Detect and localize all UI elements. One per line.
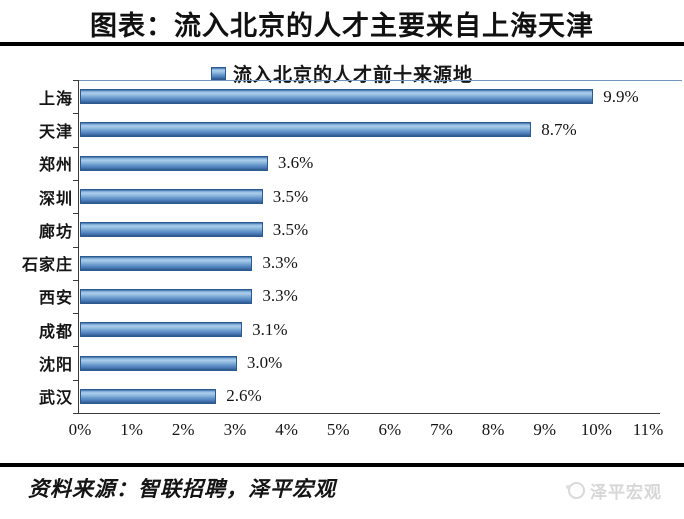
x-tick-label: 6% [378,420,402,439]
chart-row: 沈阳 3.0% [0,346,684,379]
chart-row: 武汉 2.6% [0,380,684,413]
chart-row: 廊坊 3.5% [0,213,684,246]
x-tick-label: 9% [533,420,557,439]
x-tick-label: 8% [481,420,505,439]
category-label: 成都 [38,323,73,341]
chart-row: 上海 9.9% [0,80,684,113]
y-tick-mark [73,147,78,148]
value-label: 3.3% [262,253,298,273]
y-tick-mark [73,313,78,314]
y-tick-mark [73,247,78,248]
bar [80,355,237,371]
bar [80,388,217,404]
bar [80,155,268,171]
category-label: 上海 [38,90,73,108]
bar [80,322,243,338]
x-tick-label: 4% [275,420,298,439]
x-axis-line [78,413,660,414]
plot-top-border [78,80,682,81]
plot-area: 上海 9.9% 天津 8.7% 郑州 3.6% 深圳 3.5% 廊坊 3.5% 石家庄 3.3% 西安 3… [0,80,684,445]
value-label: 3.5% [272,186,309,206]
value-label: 3.5% [272,219,309,239]
bar [80,189,263,205]
x-tick-label: 11% [632,420,664,439]
page-title: 图表：流入北京的人才主要来自上海天津 [90,11,594,41]
x-tick-label: 3% [223,420,247,439]
y-tick-mark [73,213,78,214]
value-label: 2.6% [226,386,262,406]
chart-row: 石家庄 3.3% [0,247,684,280]
category-label: 深圳 [38,190,73,208]
legend-swatch-icon [210,67,226,80]
value-label: 3.1% [252,319,288,339]
bar [80,288,253,304]
category-label: 廊坊 [38,223,73,241]
footer-divider [0,463,684,467]
bar [80,222,263,238]
value-label: 3.3% [262,286,298,306]
chart-row: 成都 3.1% [0,313,684,346]
category-label: 沈阳 [38,357,73,375]
y-tick-mark [73,346,78,347]
y-tick-mark [73,413,78,414]
y-tick-mark [73,180,78,181]
x-tick-label: 10% [580,420,612,439]
bar [80,122,532,138]
watermark: 泽平宏观 [566,478,662,503]
category-label: 天津 [38,123,73,141]
source-note: 资料来源：智联招聘，泽平宏观 [28,477,336,501]
value-label: 3.6% [277,153,314,173]
chart-row: 深圳 3.5% [0,180,684,213]
bar [80,255,253,271]
y-axis-line [78,80,79,414]
chart-row: 郑州 3.6% [0,147,684,180]
bar [80,89,594,105]
x-tick-label: 1% [120,420,143,439]
y-tick-mark [73,113,78,114]
x-tick-label: 7% [430,420,453,439]
y-tick-mark [73,380,78,381]
value-label: 3.0% [246,353,283,373]
watermark-logo-icon [566,482,585,499]
category-label: 武汉 [38,390,73,408]
y-tick-mark [73,80,78,81]
title-divider [0,42,684,46]
watermark-label: 泽平宏观 [590,483,662,502]
chart-row: 西安 3.3% [0,280,684,313]
chart-row: 天津 8.7% [0,113,684,146]
category-label: 石家庄 [21,257,73,275]
value-label: 9.9% [603,86,639,106]
category-label: 西安 [38,290,73,308]
x-tick-label: 2% [171,420,195,439]
x-tick-label: 0% [68,420,92,439]
x-tick-label: 5% [326,420,350,439]
category-label: 郑州 [38,157,73,175]
y-tick-mark [73,280,78,281]
value-label: 8.7% [541,119,577,139]
